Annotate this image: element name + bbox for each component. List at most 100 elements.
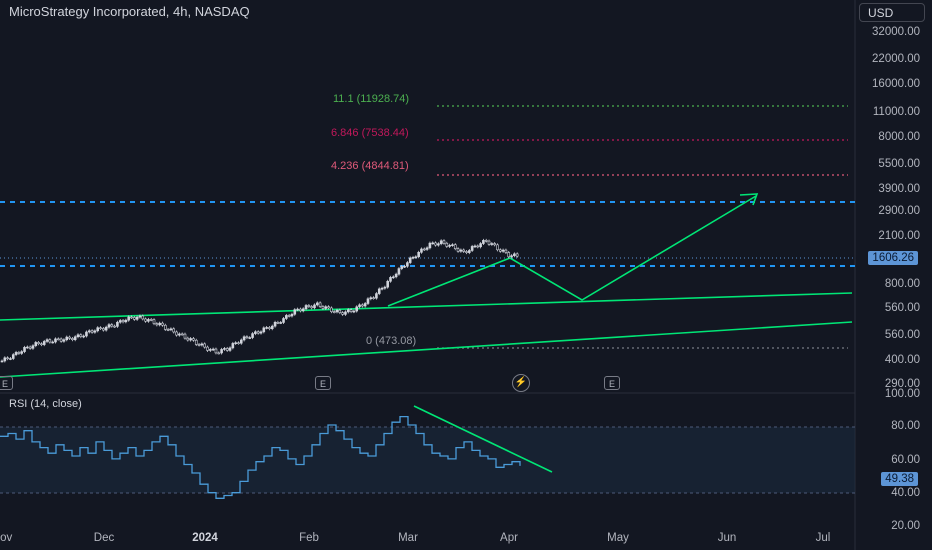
candle-body	[133, 317, 136, 320]
price-tick: 32000.00	[872, 26, 920, 38]
candle-body	[448, 244, 451, 247]
currency-selector[interactable]: USD	[859, 3, 925, 22]
time-tick: Mar	[398, 532, 418, 544]
price-tick: 560.00	[884, 302, 920, 314]
price-tick-560: 560.00	[884, 329, 920, 341]
candle-body	[45, 339, 49, 342]
candle-body	[130, 316, 133, 319]
candle-body	[296, 308, 299, 311]
candle-body	[349, 309, 353, 312]
candle-body	[144, 318, 147, 322]
candle-body	[73, 336, 77, 341]
channel-lower-line[interactable]	[0, 321, 853, 378]
candle-body	[400, 266, 404, 269]
channel-upper-line[interactable]	[0, 292, 853, 321]
rsi-indicator-title[interactable]: RSI (14, close)	[9, 398, 82, 410]
earnings-event-marker[interactable]: E	[604, 376, 620, 390]
candle-body	[513, 253, 516, 256]
candle-body	[54, 338, 57, 343]
candle-body	[113, 325, 116, 328]
candle-body	[504, 249, 508, 253]
candle-body	[180, 333, 184, 336]
candle-body	[99, 327, 102, 329]
candle-body	[57, 338, 60, 341]
candle-body	[192, 338, 195, 341]
earnings-event-marker[interactable]: E	[315, 376, 331, 390]
candle-body	[17, 352, 21, 354]
candle-body	[327, 306, 330, 309]
candle-body	[178, 333, 181, 336]
candle-body	[493, 243, 496, 246]
candle-body	[155, 323, 159, 326]
candle-body	[254, 331, 257, 334]
candle-body	[352, 310, 356, 313]
candle-body	[279, 322, 283, 324]
rsi-line[interactable]	[0, 415, 521, 499]
last-price-badge: 1606.26	[868, 251, 918, 265]
candle-body	[82, 335, 85, 338]
candle-body	[282, 318, 285, 323]
candle-body	[414, 256, 418, 259]
candle-body	[200, 343, 204, 346]
price-tick: 11000.00	[872, 106, 920, 118]
candle-body	[422, 248, 426, 251]
candle-body	[59, 338, 63, 342]
candle-body	[490, 243, 494, 245]
rsi-tick: 60.00	[891, 454, 920, 466]
candle-body	[231, 343, 235, 349]
candle-body	[425, 247, 429, 250]
candle-body	[442, 240, 446, 244]
candle-body	[90, 330, 94, 333]
candle-body	[273, 321, 277, 327]
candle-body	[307, 305, 311, 307]
candle-body	[465, 251, 468, 253]
rsi-divergence-line[interactable]	[413, 405, 553, 473]
candle-body	[223, 348, 226, 350]
candle-body	[330, 307, 333, 312]
candle-body	[158, 322, 161, 326]
price-tick: 800.00	[884, 278, 920, 290]
candle-body	[40, 343, 43, 346]
candle-body	[341, 312, 344, 315]
candle-body	[152, 319, 156, 324]
candle-body	[361, 304, 364, 307]
candle-body	[411, 257, 415, 259]
candle-body	[31, 345, 35, 349]
candle-body	[369, 297, 373, 300]
rsi-tick: 100.00	[884, 388, 920, 400]
candle-body	[183, 333, 187, 339]
candle-body	[372, 297, 375, 299]
candle-body	[251, 333, 254, 338]
candle-body	[147, 319, 150, 322]
candle-body	[318, 302, 322, 307]
candle-body	[242, 336, 246, 341]
candle-body	[11, 354, 15, 359]
candle-body	[262, 327, 266, 333]
fib-label-11-1: 11.1 (11928.74)	[333, 93, 410, 105]
candle-body	[26, 346, 29, 349]
candle-body	[172, 328, 176, 333]
time-tick: Nov	[0, 532, 13, 544]
earnings-event-marker[interactable]: E	[0, 376, 13, 390]
candle-body	[107, 324, 111, 328]
candle-body	[287, 315, 291, 317]
candle-body	[439, 240, 443, 245]
candle-body	[290, 313, 294, 317]
candle-body	[0, 360, 4, 363]
candle-body	[206, 346, 209, 351]
candle-body	[110, 324, 114, 327]
candle-body	[420, 248, 423, 253]
dividend-event-icon[interactable]: ⚡	[512, 374, 530, 392]
candle-body	[375, 293, 378, 299]
candle-body	[76, 334, 80, 338]
candle-body	[394, 273, 398, 278]
candle-body	[276, 321, 280, 324]
candle-body	[211, 348, 215, 351]
candle-body	[496, 244, 499, 251]
projection-path[interactable]	[387, 195, 757, 307]
projection-arrow-head	[739, 193, 759, 206]
candle-body	[285, 315, 288, 319]
candlestick-series[interactable]	[0, 238, 519, 363]
candle-body	[417, 251, 420, 258]
